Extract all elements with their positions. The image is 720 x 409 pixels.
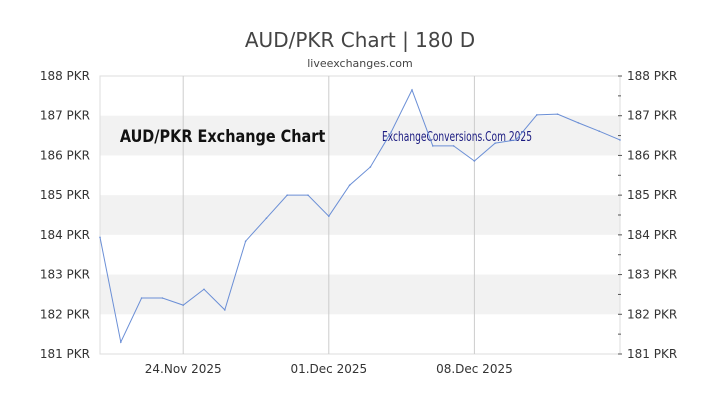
y-tick-label-left: 186 PKR: [40, 148, 90, 162]
y-tick-label-left: 182 PKR: [40, 307, 90, 321]
y-tick-label-right: 188 PKR: [627, 69, 677, 83]
data-point: [182, 304, 184, 306]
data-point: [140, 297, 143, 299]
y-tick-label-left: 187 PKR: [40, 109, 90, 123]
data-point: [224, 309, 226, 311]
data-point: [244, 240, 247, 243]
chart-subtitle: liveexchanges.com: [307, 57, 412, 70]
data-point: [328, 215, 330, 217]
data-point: [432, 145, 434, 147]
y-tick-label-right: 185 PKR: [627, 188, 677, 202]
data-point: [286, 194, 289, 196]
data-point: [99, 236, 101, 239]
data-point: [556, 113, 559, 115]
y-tick-label-left: 185 PKR: [40, 188, 90, 202]
y-tick-label-right: 184 PKR: [627, 228, 677, 242]
grid-band: [100, 115, 620, 156]
data-point: [452, 145, 455, 147]
x-tick-label: 08.Dec 2025: [436, 362, 513, 376]
y-tick-label-left: 188 PKR: [40, 69, 90, 83]
data-point: [348, 184, 351, 187]
data-point: [120, 341, 122, 343]
y-tick-label-left: 181 PKR: [40, 347, 90, 361]
data-point: [494, 142, 497, 144]
data-point: [536, 114, 538, 116]
x-tick-label: 24.Nov 2025: [145, 362, 222, 376]
data-point: [161, 297, 164, 299]
data-point: [515, 139, 517, 141]
data-point: [473, 160, 476, 162]
data-point: [307, 194, 309, 196]
data-point: [598, 130, 600, 133]
y-tick-label-left: 184 PKR: [40, 228, 90, 242]
y-tick-label-right: 181 PKR: [627, 347, 677, 361]
y-tick-label-right: 183 PKR: [627, 268, 677, 282]
data-point: [619, 139, 621, 141]
x-tick-label: 01.Dec 2025: [290, 362, 367, 376]
grid-band: [100, 195, 620, 235]
watermark-left: AUD/PKR Exchange Chart: [120, 126, 326, 146]
data-point: [203, 288, 205, 291]
series-line: [99, 88, 621, 344]
y-tick-label-right: 187 PKR: [627, 109, 677, 123]
y-tick-label-right: 186 PKR: [627, 148, 677, 162]
y-tick-label-right: 182 PKR: [627, 307, 677, 321]
grid-band: [100, 274, 620, 315]
data-point: [577, 122, 580, 124]
data-point: [265, 217, 268, 219]
chart-title: AUD/PKR Chart | 180 D: [245, 28, 475, 52]
watermark-right: ExchangeConversions.Com 2025: [382, 130, 532, 145]
data-point: [369, 166, 372, 168]
y-tick-label-left: 183 PKR: [40, 268, 90, 282]
data-point: [390, 131, 393, 133]
data-point: [411, 89, 413, 91]
